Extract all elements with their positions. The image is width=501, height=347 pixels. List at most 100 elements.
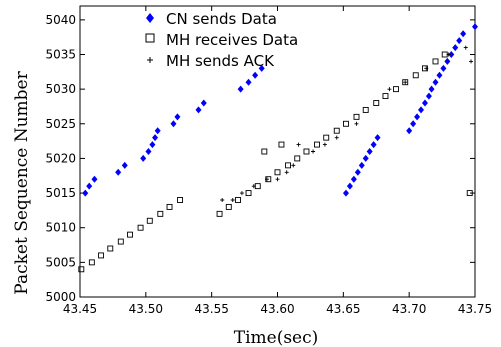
data-point-plus	[322, 142, 327, 147]
data-point-plus	[291, 163, 296, 168]
data-point-diamond	[91, 175, 98, 183]
data-point-diamond	[410, 120, 417, 128]
data-point-diamond	[342, 189, 349, 197]
y-tick-label: 5015	[45, 186, 76, 200]
data-point-square	[362, 106, 369, 113]
legend-label: MH sends ACK	[166, 52, 275, 70]
series-layer	[78, 23, 478, 273]
data-point-square	[245, 190, 252, 197]
data-point-square	[137, 224, 144, 231]
y-tick-label: 5030	[45, 82, 76, 96]
data-point-square	[177, 197, 184, 203]
data-point-square	[274, 169, 281, 176]
series-square	[78, 51, 473, 273]
data-point-square	[343, 120, 349, 127]
data-point-square	[225, 203, 232, 210]
x-tick-label: 43.70	[392, 302, 426, 316]
data-point-diamond	[421, 99, 428, 107]
y-tick-label: 5025	[45, 117, 76, 131]
data-point-square	[261, 148, 268, 155]
data-point-diamond	[82, 189, 89, 197]
data-point-plus	[230, 198, 235, 202]
data-point-plus	[387, 87, 392, 92]
x-tick-label: 43.45	[63, 302, 97, 316]
data-point-diamond	[145, 148, 152, 155]
data-point-diamond	[440, 64, 447, 72]
legend-item-cn-sends-data: CN sends Data	[146, 10, 277, 28]
data-point-diamond	[414, 113, 421, 121]
data-point-square	[393, 86, 399, 93]
data-point-square	[254, 183, 261, 190]
y-axis: 5000 5005 5010 5015 5020 5025 5030 5035 5040	[45, 13, 475, 304]
x-tick-label: 43.50	[129, 302, 163, 316]
data-point-plus	[403, 80, 408, 85]
data-point-plus	[446, 52, 451, 57]
y-tick-label: 5010	[45, 221, 76, 235]
data-point-square	[285, 162, 291, 169]
data-point-plus	[275, 177, 280, 182]
x-tick-label: 43.65	[326, 302, 360, 316]
y-tick-label: 5040	[45, 13, 76, 27]
data-point-diamond	[444, 57, 451, 65]
data-point-diamond	[152, 134, 159, 142]
legend-marker-diamond	[146, 13, 154, 23]
data-point-diamond	[374, 134, 381, 142]
data-point-diamond	[86, 182, 93, 190]
data-point-plus	[251, 184, 256, 189]
data-point-diamond	[174, 113, 181, 121]
data-point-square	[235, 197, 241, 203]
series-diamond	[82, 23, 478, 197]
data-point-diamond	[452, 44, 459, 52]
data-point-diamond	[362, 154, 369, 162]
data-point-diamond	[406, 127, 413, 135]
data-point-diamond	[121, 161, 128, 169]
data-point-diamond	[432, 78, 439, 86]
data-point-diamond	[154, 127, 161, 135]
data-point-diamond	[366, 148, 373, 155]
data-point-square	[432, 58, 439, 65]
data-point-plus	[311, 149, 316, 154]
data-point-square	[412, 72, 419, 79]
data-point-diamond	[428, 85, 435, 93]
y-tick-label: 5035	[45, 48, 76, 62]
data-point-diamond	[354, 168, 361, 176]
x-axis-title: Time(sec)	[234, 328, 319, 347]
data-point-plus	[220, 198, 225, 202]
data-point-square	[166, 203, 173, 210]
data-point-square	[402, 79, 409, 86]
legend-item-mh-receives-data: MH receives Data	[145, 31, 298, 49]
data-point-diamond	[149, 141, 156, 149]
data-point-plus	[264, 177, 269, 182]
data-point-diamond	[418, 106, 425, 114]
x-tick-label: 43.55	[194, 302, 228, 316]
data-point-diamond	[346, 182, 353, 190]
data-point-plus	[463, 45, 468, 50]
data-point-square	[107, 245, 114, 252]
data-point-square	[157, 210, 164, 217]
data-point-diamond	[370, 141, 377, 149]
data-point-square	[323, 134, 330, 141]
data-point-diamond	[252, 71, 259, 79]
data-point-diamond	[456, 37, 463, 45]
data-point-square	[98, 252, 105, 259]
data-point-diamond	[200, 99, 207, 107]
data-point-square	[303, 148, 310, 155]
data-point-diamond	[140, 154, 147, 162]
data-point-square	[373, 100, 380, 106]
data-point-square	[88, 259, 95, 266]
data-point-diamond	[237, 85, 244, 93]
y-axis-title: Packet Sequence Number	[12, 70, 32, 294]
data-point-diamond	[425, 92, 432, 100]
data-point-square	[216, 210, 223, 217]
data-point-plus	[469, 59, 474, 64]
data-point-diamond	[350, 175, 357, 183]
y-tick-label: 5020	[45, 151, 76, 165]
data-point-plus	[354, 121, 359, 126]
data-point-plus	[239, 191, 244, 196]
data-point-diamond	[195, 106, 202, 114]
y-tick-label: 5000	[45, 290, 76, 304]
y-tick-label: 5005	[45, 255, 76, 269]
data-point-square	[333, 127, 340, 134]
data-point-diamond	[448, 51, 455, 58]
